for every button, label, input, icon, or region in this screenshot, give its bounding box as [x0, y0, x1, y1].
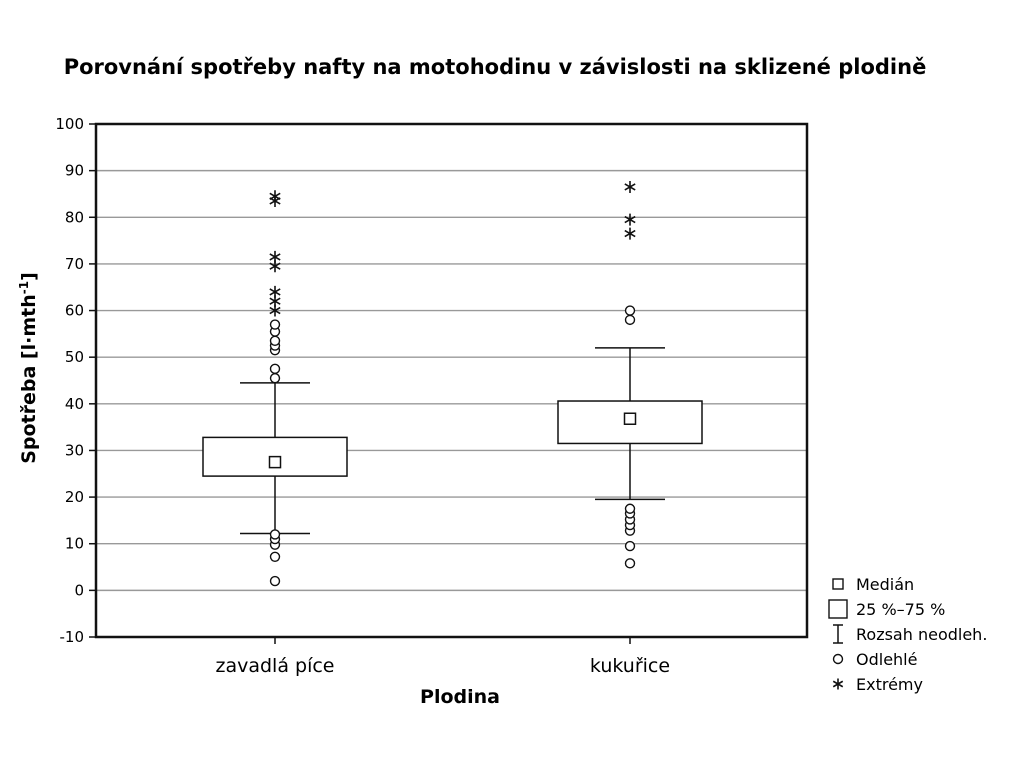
outlier-point: [269, 372, 281, 384]
y-axis-label: Spotřeba [l·mth-1]: [17, 272, 40, 464]
legend-outlier-symbol: [832, 653, 844, 665]
extreme-point: [624, 213, 636, 226]
y-tick-label: 100: [55, 115, 84, 133]
outlier-point: [269, 529, 281, 540]
box-2: [557, 180, 703, 644]
outlier-point: [269, 363, 281, 375]
legend-item-box: 25 %–75 %: [828, 599, 945, 619]
y-tick-label: 10: [65, 535, 84, 553]
legend: Medián 25 %–75 % Rozsah neodleh. Odlehlé Ext…: [828, 575, 987, 694]
extreme-point: [269, 260, 281, 273]
legend-box-symbol: [828, 599, 848, 619]
y-tick-label: 0: [74, 581, 84, 599]
x-category-label: kukuřice: [590, 655, 670, 677]
legend-label: Odlehlé: [856, 650, 917, 669]
y-axis-label-close: ]: [18, 272, 40, 281]
y-tick-label: 80: [65, 208, 84, 226]
extreme-point: [624, 227, 636, 240]
extreme-point: [832, 678, 844, 690]
outlier-point: [624, 558, 636, 569]
y-tick-label: 40: [65, 395, 84, 413]
legend-label: Rozsah neodleh.: [856, 625, 987, 644]
legend-item-outlier: Odlehlé: [832, 650, 917, 669]
extreme-point: [624, 180, 636, 193]
extreme-point: [269, 304, 281, 317]
y-tick-label: 90: [65, 162, 84, 180]
legend-item-median: Medián: [832, 575, 914, 594]
outlier-point: [624, 314, 636, 326]
grid-lines: [96, 169, 807, 592]
extreme-point: [269, 194, 281, 207]
y-tick-label: 70: [65, 255, 84, 273]
y-tick-label: -10: [60, 628, 85, 646]
outlier-point: [269, 551, 281, 562]
box-1: [202, 190, 348, 644]
outlier-point: [269, 335, 281, 347]
median-marker: [268, 455, 282, 469]
legend-whisker-symbol: [833, 624, 843, 644]
legend-label: Extrémy: [856, 675, 923, 694]
y-tick-label: 20: [65, 488, 84, 506]
outlier-point: [269, 575, 281, 587]
legend-median-symbol: [832, 578, 844, 590]
outlier-point: [624, 305, 636, 316]
boxes: [202, 180, 703, 644]
y-tick-label: 60: [65, 302, 84, 320]
plot-frame: [94, 122, 809, 639]
legend-label: Medián: [856, 575, 914, 594]
y-axis-label-superscript: -1: [17, 281, 31, 294]
outlier-point: [624, 540, 636, 552]
chart-title: Porovnání spotřeby nafty na motohodinu v…: [64, 55, 927, 79]
y-tick-label: 50: [65, 348, 84, 366]
x-axis-label: Plodina: [420, 686, 500, 708]
y-tick-label: 30: [65, 441, 84, 459]
outlier-point: [624, 503, 636, 514]
y-axis-label-main: Spotřeba [l·mth: [18, 294, 40, 464]
median-marker: [623, 412, 637, 425]
legend-item-whisker: Rozsah neodleh.: [833, 624, 987, 644]
outlier-point: [269, 319, 281, 330]
legend-item-extreme: Extrémy: [832, 675, 923, 694]
x-axis-categories: zavadlá píce kukuřice: [215, 655, 670, 677]
legend-label: 25 %–75 %: [856, 600, 945, 619]
x-category-label: zavadlá píce: [215, 655, 334, 677]
